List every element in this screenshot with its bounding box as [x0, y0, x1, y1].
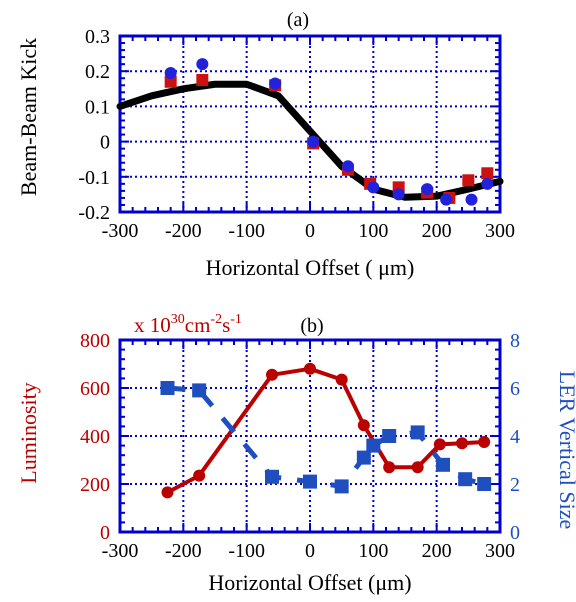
unit-mid: cm	[185, 313, 211, 337]
data-point-square	[196, 74, 209, 86]
panel-a-plot: -300 -200 -100 0 100 200 300 -0.2 -0.1 0 0.1 0.2 0.3	[78, 26, 515, 242]
x-tick-label: 0	[305, 220, 315, 242]
size-point	[410, 425, 425, 440]
y-tick-label: 200	[80, 474, 110, 496]
y-tick-label: 0.3	[85, 26, 110, 48]
y2-tick-label: 6	[510, 378, 520, 400]
data-point-circle	[307, 135, 320, 148]
unit-base: x 10	[134, 313, 171, 337]
size-point	[458, 472, 473, 487]
data-point-circle	[481, 177, 494, 190]
x-tick-label: 200	[422, 220, 452, 242]
panel-b-xlabel: Horizontal Offset (μm)	[208, 570, 411, 595]
data-point-circle	[269, 77, 282, 90]
luminosity-point	[456, 437, 468, 450]
x-tick-label: 0	[305, 540, 315, 562]
data-point-circle	[392, 188, 405, 201]
panel-b-unit-label: x 1030cm-2s-1	[134, 312, 242, 337]
x-tick-label: -300	[102, 220, 139, 242]
unit-mid2: s	[222, 313, 230, 337]
size-point	[382, 429, 397, 443]
y2-tick-label: 4	[510, 426, 520, 448]
luminosity-point	[335, 373, 348, 386]
x-tick-label: -100	[228, 220, 265, 242]
x-tick-label: -100	[228, 540, 265, 562]
panel-b-ylabel: Luminosity	[16, 382, 41, 483]
panel-a-ylabel: Beam-Beam Kick	[16, 38, 41, 196]
panel-b-label: (b)	[300, 315, 323, 337]
luminosity-point	[433, 438, 446, 451]
data-point-square	[481, 167, 494, 180]
x-tick-label: 300	[485, 220, 515, 242]
size-point	[265, 469, 279, 484]
y-tick-label: -0.2	[78, 202, 110, 224]
luminosity-point	[193, 469, 206, 482]
luminosity-point	[383, 461, 396, 474]
y-tick-label: -0.1	[78, 167, 110, 189]
data-point-circle	[421, 183, 434, 196]
size-point	[436, 457, 450, 472]
y-tick-label: 0.2	[85, 61, 110, 83]
luminosity-point	[266, 368, 278, 381]
size-point	[334, 479, 349, 494]
x-tick-label: 300	[485, 540, 515, 562]
data-point-square	[164, 75, 177, 88]
unit-exp1: 30	[171, 312, 185, 327]
y-tick-label: 0	[100, 132, 110, 154]
size-point	[477, 477, 492, 491]
luminosity-point	[478, 436, 491, 448]
luminosity-point	[161, 486, 174, 499]
x-tick-label: 100	[358, 540, 388, 562]
panel-a-xlabel: Horizontal Offset ( μm)	[206, 255, 415, 280]
size-point	[366, 438, 381, 453]
data-point-circle	[342, 160, 354, 173]
data-point-circle	[164, 66, 177, 79]
y2-tick-label: 8	[510, 330, 520, 352]
size-point	[160, 381, 175, 395]
luminosity-point	[304, 362, 316, 375]
x-tick-label: -300	[102, 540, 139, 562]
unit-exp3: -1	[230, 312, 242, 327]
fit-curve	[116, 80, 504, 201]
y-tick-label: 600	[80, 378, 110, 400]
data-point-square	[462, 174, 475, 187]
data-point-circle	[440, 193, 453, 206]
data-point-circle	[465, 193, 478, 206]
y-tick-label: 800	[80, 330, 110, 352]
x-tick-label: -200	[165, 220, 202, 242]
size-point	[192, 383, 207, 398]
luminosity-point	[411, 461, 424, 474]
size-point	[356, 450, 371, 465]
panel-b-y2label: LER Vertical Size	[555, 371, 576, 529]
y2-tick-label: 2	[510, 474, 520, 496]
data-point-circle	[367, 181, 380, 194]
panel-a-label: (a)	[287, 9, 309, 31]
y2-tick-label: 0	[510, 522, 520, 544]
luminosity-point	[357, 419, 370, 432]
x-tick-label: 200	[422, 540, 452, 562]
y-tick-label: 400	[80, 426, 110, 448]
size-point	[303, 474, 317, 489]
data-point-circle	[196, 58, 209, 71]
y-tick-label: 0.1	[85, 96, 110, 118]
x-tick-label: 100	[358, 220, 388, 242]
y-tick-label: 0	[100, 522, 110, 544]
unit-exp2: -2	[210, 312, 222, 327]
x-tick-label: -200	[165, 540, 202, 562]
